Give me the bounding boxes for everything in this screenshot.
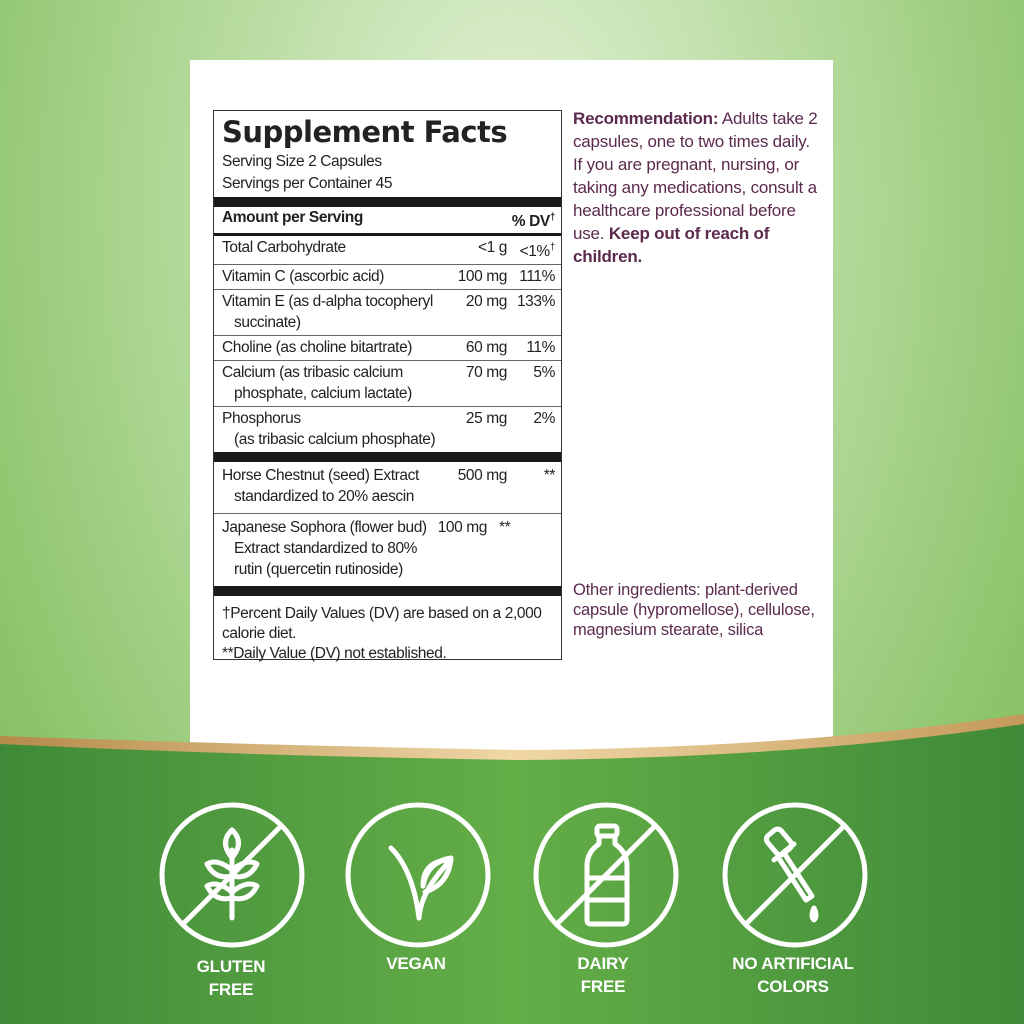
other-ingredients: Other ingredients: plant-derived capsule… xyxy=(573,581,815,639)
label-panel xyxy=(190,60,833,750)
nutrient-row: Choline (as choline bitartrate) 60 mg 11% xyxy=(214,336,561,362)
nutrient-row: Phosphorus (as tribasic calcium phosphate… xyxy=(222,410,555,449)
badge-label: NO ARTIFICIAL COLORS xyxy=(732,954,854,996)
badge-milk-bottle xyxy=(531,800,681,955)
nutrient-row: Calcium (as tribasic calcium phosphate, c… xyxy=(214,361,561,408)
dv-header: % DV† xyxy=(511,212,556,231)
divider xyxy=(214,452,561,463)
facts-title: Supplement Facts xyxy=(222,115,508,149)
badge-dropper xyxy=(720,800,870,955)
wheat-icon xyxy=(159,802,305,948)
nutrient-row: Total Carbohydrate <1 g <1%† xyxy=(214,236,561,266)
leaf-icon xyxy=(345,802,491,948)
footnote: †Percent Daily Values (DV) are based on … xyxy=(222,605,542,663)
badge-wheat xyxy=(157,800,307,955)
recommendation: Recommendation: Adults take 2 capsules, … xyxy=(573,109,818,266)
serving-size: Serving Size 2 Capsules xyxy=(222,153,382,170)
herbal-row: Japanese Sophora (flower bud) Extract sta… xyxy=(222,519,511,579)
badge-label: VEGAN xyxy=(386,954,446,973)
nutrient-row: Vitamin E (as d-alpha tocopheryl succinat… xyxy=(214,290,561,337)
amount-header-row: Amount per Serving % DV† xyxy=(222,207,555,233)
divider xyxy=(214,586,561,597)
milk-bottle-icon xyxy=(533,802,679,948)
divider xyxy=(214,233,561,237)
amount-header: Amount per Serving xyxy=(222,209,363,226)
supplement-facts-panel: Supplement Facts Serving Size 2 Capsules… xyxy=(213,110,562,662)
badge-label: GLUTEN FREE xyxy=(196,957,266,999)
badge-label: DAIRY FREE xyxy=(577,954,629,996)
badge-leaf xyxy=(343,800,493,955)
nutrient-row: Vitamin C (ascorbic acid) 100 mg 111% xyxy=(214,265,561,291)
servings-per-container: Servings per Container 45 xyxy=(222,175,393,192)
dropper-icon xyxy=(722,802,868,948)
green-wave-banner xyxy=(0,714,1024,1024)
divider xyxy=(214,197,561,207)
herbal-row: Horse Chestnut (seed) Extract standardize… xyxy=(214,462,561,515)
